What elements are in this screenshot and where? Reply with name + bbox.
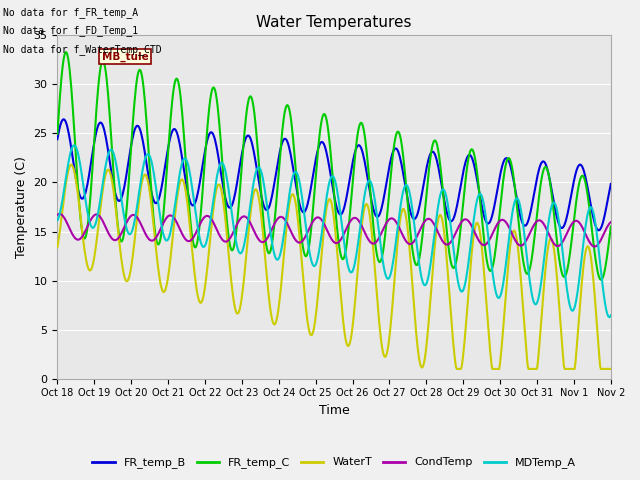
Text: No data for f_FR_temp_A: No data for f_FR_temp_A bbox=[3, 7, 138, 18]
Y-axis label: Temperature (C): Temperature (C) bbox=[15, 156, 28, 258]
X-axis label: Time: Time bbox=[319, 404, 349, 417]
Text: MB_tule: MB_tule bbox=[102, 51, 148, 61]
Text: No data for f_FD_Temp_1: No data for f_FD_Temp_1 bbox=[3, 25, 138, 36]
Text: No data for f_WaterTemp_CTD: No data for f_WaterTemp_CTD bbox=[3, 44, 162, 55]
Legend: FR_temp_B, FR_temp_C, WaterT, CondTemp, MDTemp_A: FR_temp_B, FR_temp_C, WaterT, CondTemp, … bbox=[88, 453, 580, 473]
Title: Water Temperatures: Water Temperatures bbox=[257, 15, 412, 30]
